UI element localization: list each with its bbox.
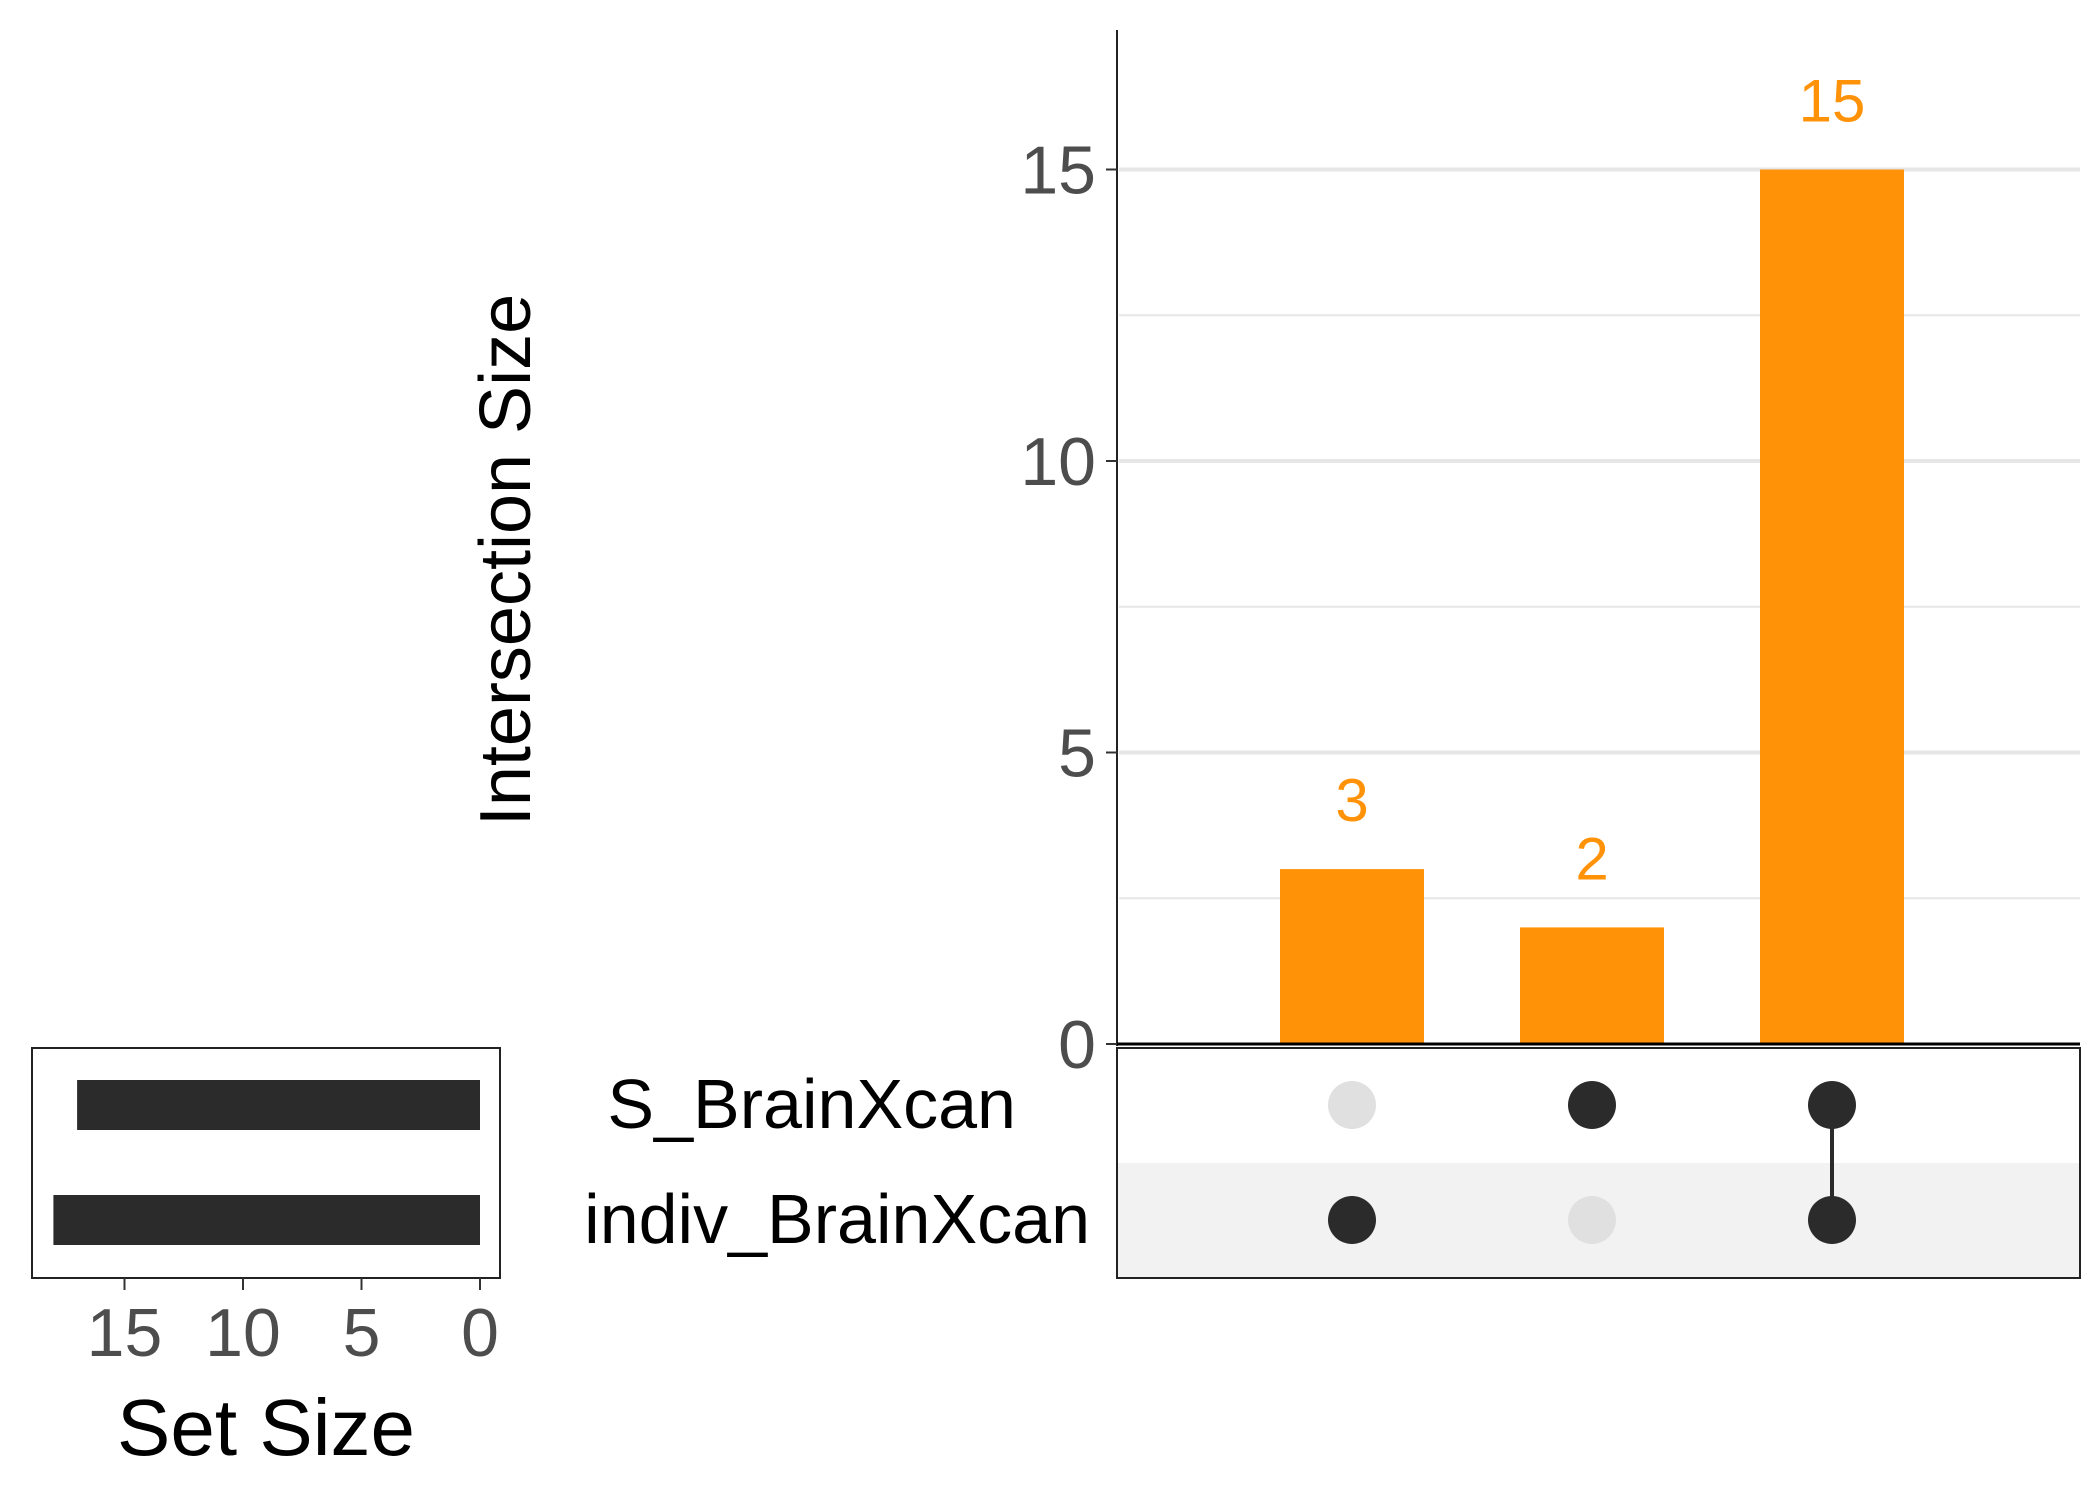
matrix-dots bbox=[1328, 1081, 1856, 1244]
y-axis-title: Intersection Size bbox=[466, 294, 546, 826]
intersection-bars bbox=[1280, 169, 1904, 1044]
set-size-bar bbox=[53, 1195, 481, 1245]
intersection-bar bbox=[1760, 169, 1904, 1044]
matrix-border bbox=[1116, 1047, 2081, 1279]
matrix-dot-inactive bbox=[1568, 1196, 1616, 1244]
set-label-s-brainxcan: S_BrainXcan bbox=[607, 1065, 1016, 1143]
matrix-dot-active bbox=[1808, 1196, 1856, 1244]
set-tick-label: 0 bbox=[461, 1295, 499, 1371]
matrix-dot-active bbox=[1568, 1081, 1616, 1129]
bar-value-labels: 3 2 15 bbox=[1335, 68, 1865, 893]
y-axis-ticks: 0 5 10 15 bbox=[1020, 133, 1117, 1083]
y-tick-label: 0 bbox=[1058, 1007, 1096, 1083]
intersection-bar bbox=[1520, 927, 1664, 1044]
grid-lines bbox=[1119, 167, 2080, 900]
matrix-dot-active bbox=[1328, 1196, 1376, 1244]
set-size-bar bbox=[77, 1080, 480, 1130]
y-tick-label: 5 bbox=[1058, 716, 1096, 792]
set-size-bars bbox=[53, 1080, 481, 1245]
set-size-ticks: 15 10 5 0 bbox=[87, 1278, 499, 1371]
set-tick-label: 5 bbox=[343, 1295, 381, 1371]
bar-value-label: 3 bbox=[1335, 767, 1368, 834]
intersection-panel: 0 5 10 15 3 2 15 Intersection Size bbox=[466, 30, 2080, 1083]
set-tick-label: 15 bbox=[87, 1295, 163, 1371]
intersection-bar bbox=[1280, 869, 1424, 1044]
matrix-panel: S_BrainXcan indiv_BrainXcan bbox=[584, 1047, 2081, 1279]
set-size-title: Set Size bbox=[117, 1383, 415, 1472]
y-tick-label: 15 bbox=[1020, 133, 1096, 209]
y-tick-label: 10 bbox=[1020, 424, 1096, 500]
matrix-dot-active bbox=[1808, 1081, 1856, 1129]
bar-value-label: 2 bbox=[1575, 825, 1608, 892]
set-size-border bbox=[31, 1047, 501, 1279]
set-label-indiv-brainxcan: indiv_BrainXcan bbox=[584, 1180, 1090, 1258]
set-tick-label: 10 bbox=[205, 1295, 281, 1371]
bar-value-label: 15 bbox=[1799, 68, 1866, 135]
matrix-dot-inactive bbox=[1328, 1081, 1376, 1129]
set-size-panel: 15 10 5 0 Set Size bbox=[31, 1047, 501, 1472]
